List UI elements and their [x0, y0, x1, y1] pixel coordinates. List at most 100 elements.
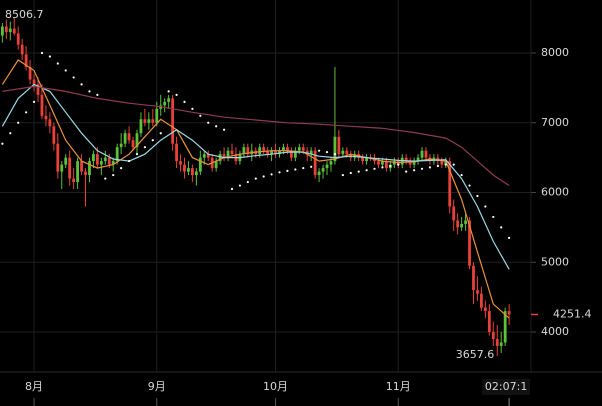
time-label-box: [482, 379, 531, 395]
candle-body: [48, 119, 52, 127]
candle-body: [480, 293, 483, 308]
candle-body: [242, 147, 246, 155]
candle-body: [404, 157, 408, 162]
candle-body: [472, 265, 475, 291]
sar-dot: [17, 121, 20, 124]
candle-body: [499, 342, 503, 346]
candle-body: [377, 161, 380, 165]
candle-body: [345, 150, 349, 155]
sar-dot: [167, 90, 170, 93]
y-tick-label: 8000: [541, 46, 569, 59]
sar-dot: [32, 100, 36, 103]
sar-dot: [325, 150, 329, 154]
candle-body: [222, 154, 226, 158]
candle-body: [92, 154, 95, 162]
sar-dot: [230, 187, 234, 191]
y-tick-label: 7000: [541, 116, 569, 129]
candle-body: [84, 171, 87, 176]
sar-dot: [40, 51, 44, 55]
y-tick-label: 6000: [541, 186, 569, 199]
candle-body: [143, 119, 147, 123]
candle-body: [440, 161, 444, 165]
sar-dot: [381, 166, 384, 169]
candle-body: [293, 150, 297, 158]
candle-body: [167, 98, 171, 102]
candle-body: [444, 161, 448, 165]
sar-dot: [207, 121, 210, 124]
candle-body: [230, 150, 234, 155]
sar-dot: [452, 163, 455, 166]
sar-dot: [492, 215, 495, 219]
candle-body: [313, 150, 317, 176]
candle-body: [183, 164, 186, 172]
candle-body: [487, 311, 491, 333]
sar-dot: [215, 125, 218, 128]
sar-dot: [151, 139, 154, 142]
candle-body: [52, 126, 56, 144]
candle-body: [464, 220, 467, 224]
sar-dot: [238, 184, 242, 187]
candle-body: [333, 136, 337, 162]
candle-body: [329, 161, 333, 165]
candle-body: [460, 223, 464, 228]
sar-dot: [199, 114, 202, 117]
sar-dot: [365, 169, 368, 172]
candle-body: [198, 157, 202, 172]
sar-dot: [444, 163, 447, 166]
y-tick-label: 4000: [541, 325, 569, 338]
candle-body: [103, 157, 107, 162]
candle-body: [384, 161, 388, 169]
candle-body: [373, 159, 376, 162]
y-tick-label: 5000: [541, 255, 569, 268]
candle-body: [8, 28, 12, 33]
sar-dot: [302, 167, 305, 170]
candle-body: [32, 79, 36, 85]
candle-body: [139, 119, 143, 134]
sar-dot: [405, 170, 408, 173]
sar-dot: [1, 142, 4, 145]
candle-body: [20, 44, 24, 55]
candle-body: [163, 101, 167, 106]
candle-body: [0, 26, 4, 36]
candle-body: [361, 157, 365, 162]
sar-dot: [468, 184, 471, 187]
time-label: 02:07:1: [485, 380, 527, 393]
sar-dot: [246, 180, 249, 184]
candle-body: [111, 161, 115, 165]
candle-body: [337, 136, 341, 155]
candle-body: [289, 150, 293, 158]
sar-dot: [373, 167, 376, 170]
candle-body: [155, 108, 159, 123]
candle-body: [179, 161, 182, 165]
candle-body: [416, 157, 420, 162]
sar-dot: [254, 177, 257, 180]
candle-body: [218, 154, 222, 162]
sar-dot: [183, 100, 186, 103]
candle-body: [127, 133, 131, 141]
candle-body: [64, 157, 68, 165]
sar-dot: [104, 177, 107, 180]
sar-dot: [143, 146, 146, 149]
sar-dot: [72, 76, 75, 79]
candle-body: [495, 339, 499, 346]
moving-average-line: [1, 59, 510, 319]
candle-body: [424, 150, 428, 158]
candle-body: [95, 154, 99, 165]
candle-body: [317, 171, 321, 176]
candle-body: [286, 147, 289, 151]
sar-dot: [270, 173, 273, 176]
candle-body: [12, 28, 16, 34]
sar-dot: [476, 194, 479, 198]
sar-dot: [341, 173, 344, 177]
candle-body: [412, 161, 416, 165]
x-tick-label: 10月: [263, 380, 288, 393]
sar-dot: [294, 168, 297, 171]
candle-body: [175, 143, 178, 162]
sar-dot: [500, 226, 503, 229]
candle-body: [40, 94, 44, 116]
sar-dot: [96, 93, 99, 96]
sar-dot: [357, 170, 360, 173]
sar-dot: [112, 173, 115, 177]
sar-dot: [397, 163, 400, 166]
